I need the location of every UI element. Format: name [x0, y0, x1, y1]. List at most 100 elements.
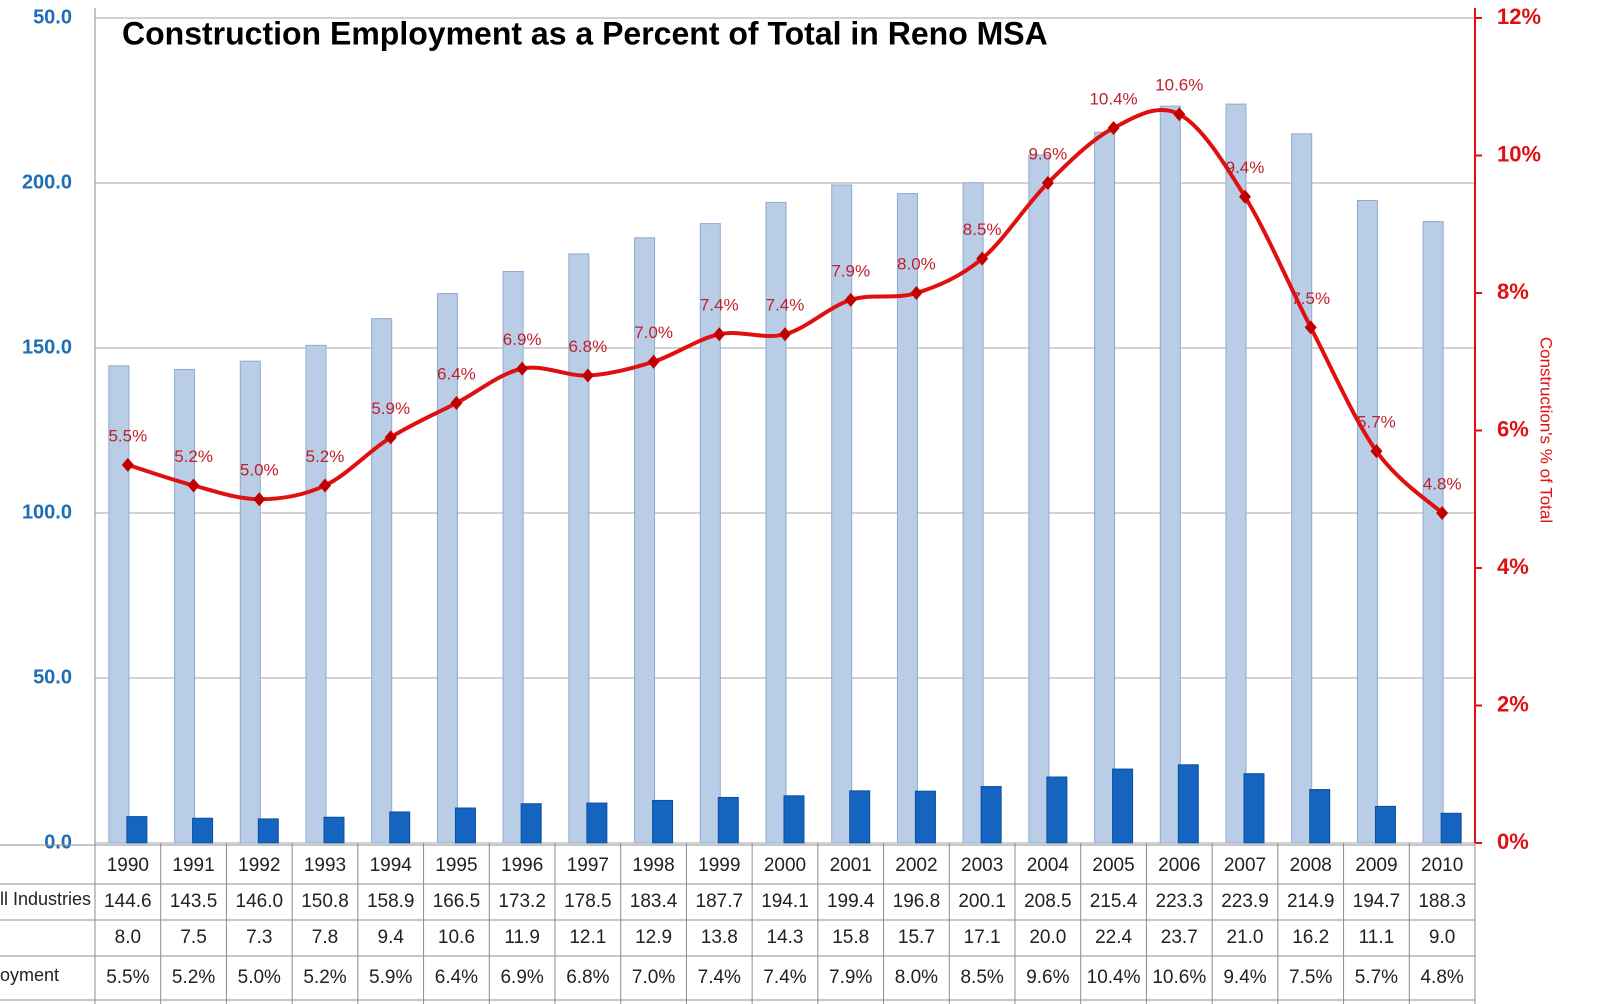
y2-tick-label: 4%	[1497, 554, 1529, 579]
bar	[634, 237, 656, 844]
bar	[1159, 105, 1181, 844]
bar	[389, 811, 411, 844]
table-cell: 194.7	[1353, 891, 1401, 912]
x-tick-label: 1991	[172, 855, 214, 876]
marker	[1041, 176, 1054, 190]
table-cell: 188.3	[1418, 891, 1466, 912]
bar	[192, 817, 214, 844]
marker	[1239, 189, 1251, 204]
table-cell: 21.0	[1227, 927, 1264, 948]
table-cell: 5.5%	[106, 967, 149, 988]
table-cell: 10.6	[438, 927, 475, 948]
x-tick-label: 1994	[370, 855, 413, 876]
bar	[765, 201, 787, 844]
bar	[699, 223, 721, 844]
bar	[652, 799, 674, 844]
x-tick-label: 2003	[961, 855, 1003, 876]
table-cell: 146.0	[236, 891, 284, 912]
x-tick-label: 2008	[1290, 855, 1332, 876]
y-tick-label: 150.0	[22, 336, 72, 358]
table-cell: 11.1	[1359, 927, 1395, 948]
table-cell: 183.4	[630, 891, 678, 912]
marker	[581, 368, 594, 383]
bar	[1356, 199, 1378, 844]
table-cell: 11.9	[504, 927, 540, 948]
y2-axis-label: Construction's % of Total	[1537, 337, 1556, 523]
table-cell: 166.5	[433, 891, 481, 912]
table-cell: 5.2%	[172, 967, 215, 988]
line	[127, 108, 1444, 515]
data-label: 6.8%	[568, 337, 607, 356]
table-cell: 17.1	[964, 927, 1001, 948]
data-label: 8.5%	[963, 220, 1002, 239]
y-tick-label: 100.0	[22, 501, 72, 523]
y2-tick-label: 8%	[1497, 279, 1529, 304]
table-cell: 8.0	[115, 927, 141, 948]
marker	[844, 292, 857, 307]
marker	[516, 361, 529, 376]
table-cell: 223.9	[1221, 891, 1269, 912]
data-label: 5.7%	[1357, 413, 1396, 432]
marker	[384, 430, 397, 445]
bar	[305, 344, 327, 844]
bar	[1309, 789, 1331, 844]
table-cell: 7.5%	[1289, 967, 1332, 988]
data-label: 10.4%	[1089, 89, 1137, 108]
table-cell: 158.9	[367, 891, 415, 912]
table-cell: 14.3	[767, 927, 804, 948]
bar	[436, 293, 458, 844]
data-label: 5.0%	[240, 461, 279, 480]
bar	[1225, 103, 1247, 844]
marker	[319, 478, 331, 493]
table-cell: 143.5	[170, 891, 218, 912]
table-cell: 6.4%	[435, 967, 478, 988]
table-cell: 7.9%	[829, 967, 872, 988]
y-tick-label: 0.0	[44, 831, 72, 853]
bar	[502, 270, 524, 844]
x-tick-label: 2002	[895, 855, 937, 876]
bar	[174, 368, 196, 844]
legend-label: ll Industries	[0, 889, 91, 909]
table-cell: 9.4%	[1223, 967, 1266, 988]
x-tick-label: 1992	[238, 855, 280, 876]
y2-tick-label: 0%	[1497, 829, 1529, 854]
y2-tick-label: 6%	[1497, 416, 1529, 441]
table-cell: 7.8	[312, 927, 338, 948]
x-tick-label: 1999	[698, 855, 740, 876]
table-cell: 4.8%	[1420, 967, 1463, 988]
table-cell: 7.5	[180, 927, 206, 948]
data-label: 4.8%	[1423, 474, 1462, 493]
x-tick-label: 1995	[435, 855, 477, 876]
marker	[647, 354, 660, 369]
x-tick-label: 1998	[632, 855, 674, 876]
bar	[454, 807, 476, 844]
data-label: 5.5%	[108, 426, 147, 445]
x-tick-label: 2007	[1224, 855, 1266, 876]
table-cell: 15.8	[832, 927, 869, 948]
x-tick-label: 1996	[501, 855, 543, 876]
bar	[831, 184, 853, 844]
data-label: 9.6%	[1028, 144, 1067, 163]
bar	[108, 365, 130, 844]
table-cell: 200.1	[958, 891, 1006, 912]
marker	[121, 457, 134, 472]
marker	[1173, 107, 1186, 122]
table-cell: 12.9	[635, 927, 672, 948]
table-cell: 5.0%	[238, 967, 281, 988]
table-cell: 6.9%	[500, 967, 543, 988]
marker	[187, 478, 200, 493]
table-cell: 7.3	[246, 927, 272, 948]
bar	[126, 816, 148, 844]
table-cell: 15.7	[898, 927, 935, 948]
table-cell: 9.6%	[1026, 967, 1069, 988]
x-tick-label: 1990	[107, 855, 149, 876]
table-cell: 8.5%	[960, 967, 1003, 988]
table-cell: 194.1	[761, 891, 809, 912]
bar	[1094, 131, 1116, 844]
data-label: 9.4%	[1226, 158, 1265, 177]
y-tick-label: 50.0	[33, 666, 72, 688]
table-cell: 187.7	[696, 891, 744, 912]
table-cell: 208.5	[1024, 891, 1072, 912]
table-cell: 7.4%	[763, 967, 806, 988]
bar	[371, 318, 393, 844]
